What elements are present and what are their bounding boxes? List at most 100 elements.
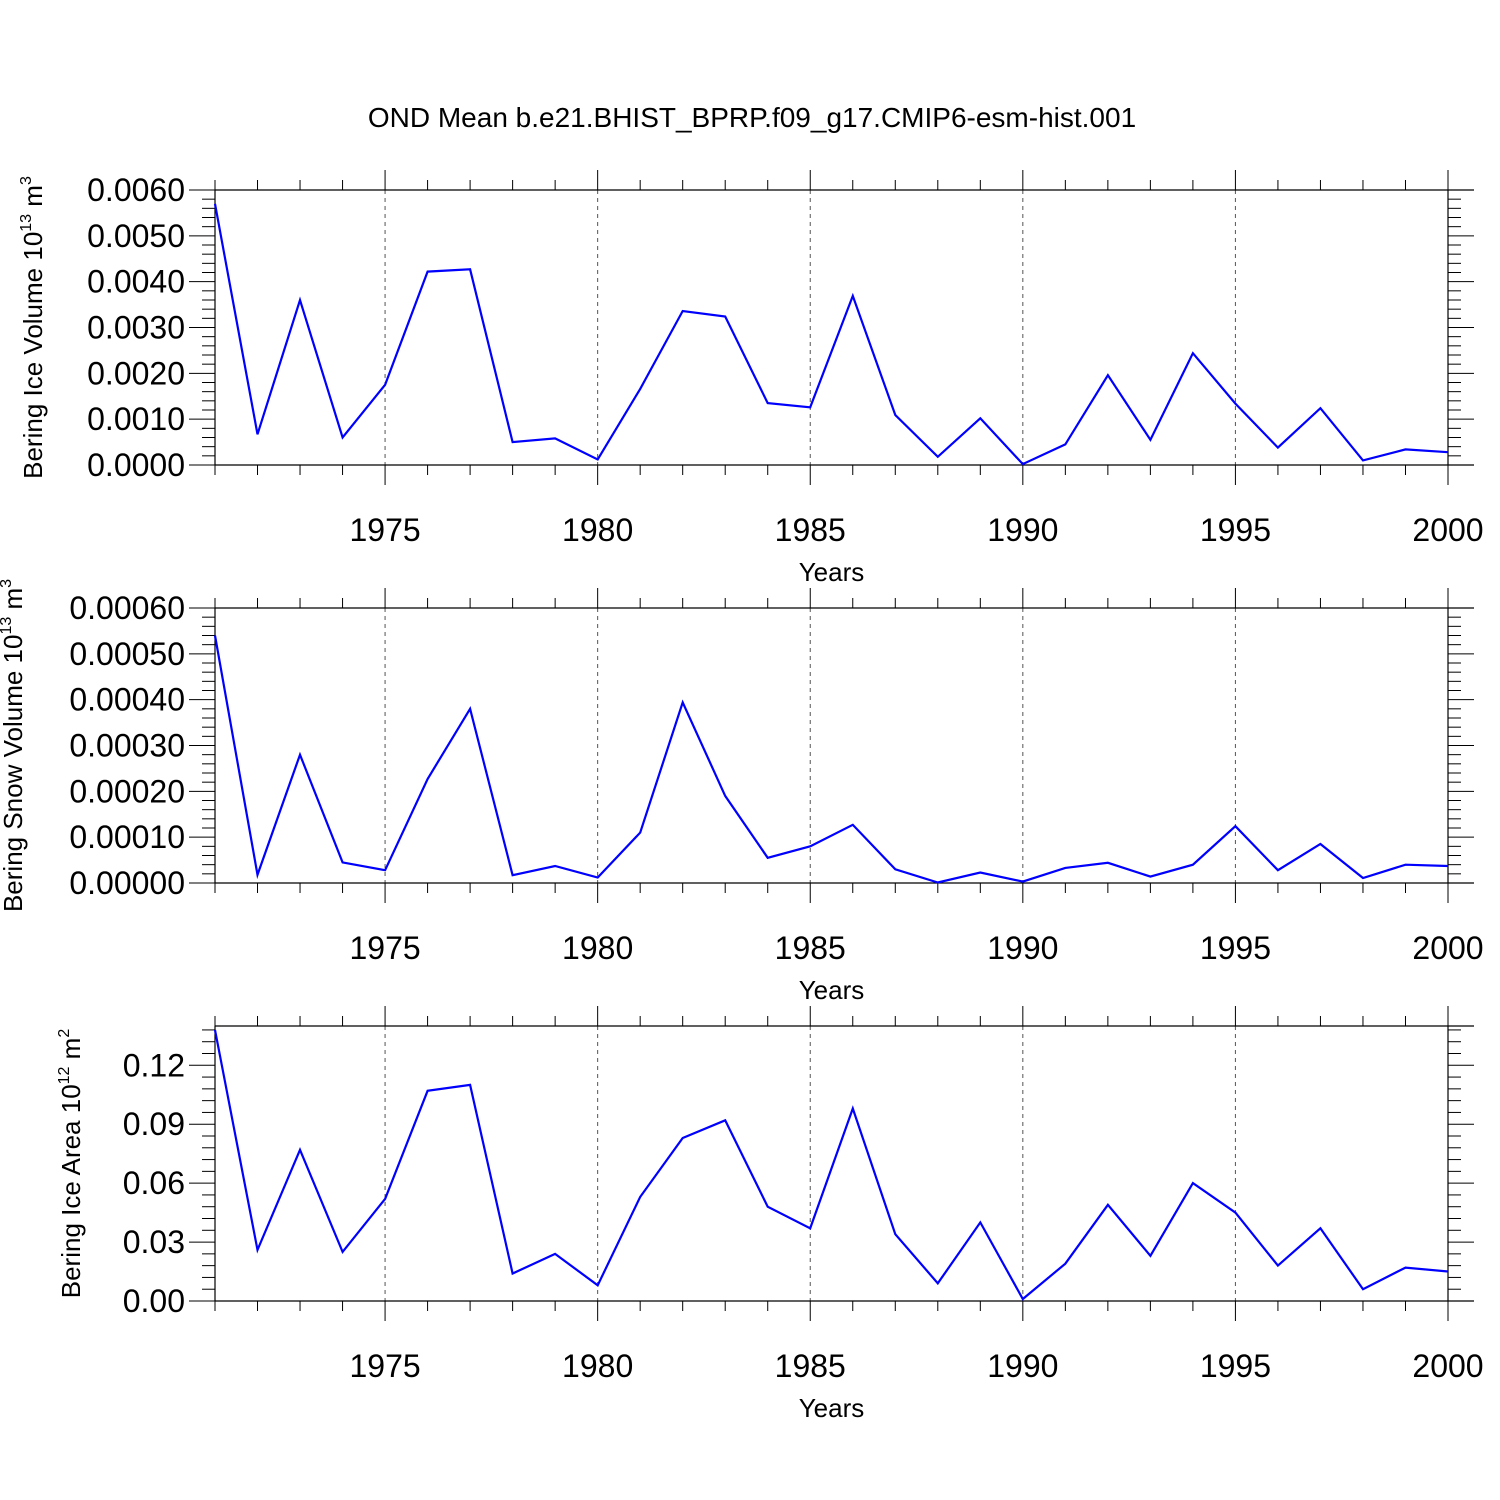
data-point bbox=[468, 267, 472, 271]
data-point bbox=[1021, 462, 1025, 466]
y-axis-label: Bering Ice Volume 1013 m3 bbox=[18, 176, 48, 479]
data-point bbox=[1148, 875, 1152, 879]
x-tick-label: 1980 bbox=[562, 1348, 633, 1384]
data-point bbox=[1106, 373, 1110, 377]
data-point bbox=[1106, 1203, 1110, 1207]
data-point bbox=[383, 383, 387, 387]
x-tick-label: 1995 bbox=[1200, 1348, 1271, 1384]
data-point bbox=[1361, 458, 1365, 462]
data-point bbox=[1191, 1181, 1195, 1185]
y-tick-label: 0.0050 bbox=[87, 218, 185, 254]
data-point bbox=[1063, 442, 1067, 446]
data-point bbox=[1233, 1211, 1237, 1215]
x-tick-label: 1980 bbox=[562, 930, 633, 966]
data-point bbox=[1191, 351, 1195, 355]
data-point bbox=[638, 831, 642, 835]
panel-3: 0.00 0.03 0.06 0.09 0.12 1975 1980 1985 1990 1995… bbox=[56, 1006, 1484, 1423]
y-tick-label: 0.03 bbox=[123, 1224, 185, 1260]
data-point bbox=[511, 1272, 515, 1276]
data-point bbox=[978, 1220, 982, 1224]
data-point bbox=[1403, 1266, 1407, 1270]
data-point bbox=[893, 413, 897, 417]
x-tick-label: 1990 bbox=[987, 930, 1058, 966]
y-axis-label: Bering Snow Volume 1013 m3 bbox=[0, 579, 28, 912]
data-point bbox=[1318, 842, 1322, 846]
data-point bbox=[1148, 1254, 1152, 1258]
data-point bbox=[936, 881, 940, 885]
y-axis-label: Bering Ice Area 1012 m2 bbox=[56, 1029, 86, 1299]
data-point bbox=[766, 856, 770, 860]
data-point bbox=[1106, 861, 1110, 865]
data-point bbox=[596, 458, 600, 462]
x-tick-label: 1975 bbox=[349, 512, 420, 548]
data-point bbox=[596, 1283, 600, 1287]
x-tick-label: 2000 bbox=[1412, 930, 1483, 966]
data-point bbox=[978, 416, 982, 420]
data-point bbox=[256, 432, 260, 436]
data-point bbox=[1148, 438, 1152, 442]
data-point bbox=[1403, 447, 1407, 451]
y-tick-label: 0.06 bbox=[123, 1165, 185, 1201]
y-tick-label: 0.0010 bbox=[87, 401, 185, 437]
data-point bbox=[213, 634, 217, 638]
data-point bbox=[341, 860, 345, 864]
x-tick-label: 1990 bbox=[987, 1348, 1058, 1384]
data-point bbox=[426, 270, 430, 274]
data-point bbox=[1318, 406, 1322, 410]
x-tick-label: 1990 bbox=[987, 512, 1058, 548]
data-point bbox=[383, 868, 387, 872]
data-point bbox=[213, 1028, 217, 1032]
data-point bbox=[511, 873, 515, 877]
y-tick-label: 0.00060 bbox=[69, 590, 185, 626]
x-tick-label: 1975 bbox=[349, 930, 420, 966]
data-point bbox=[808, 844, 812, 848]
data-point bbox=[1276, 868, 1280, 872]
data-point bbox=[893, 1232, 897, 1236]
data-point bbox=[1021, 880, 1025, 884]
data-point bbox=[766, 1205, 770, 1209]
data-point bbox=[553, 864, 557, 868]
data-point bbox=[1446, 864, 1450, 868]
data-point bbox=[893, 867, 897, 871]
data-point bbox=[723, 1118, 727, 1122]
data-point bbox=[1361, 876, 1365, 880]
x-tick-label: 1995 bbox=[1200, 930, 1271, 966]
y-tick-label: 0.12 bbox=[123, 1047, 185, 1083]
data-point bbox=[298, 1148, 302, 1152]
y-tick-label: 0.00000 bbox=[69, 865, 185, 901]
x-tick-label: 1975 bbox=[349, 1348, 420, 1384]
data-point bbox=[1361, 1287, 1365, 1291]
data-point bbox=[851, 294, 855, 298]
data-point bbox=[426, 777, 430, 781]
y-tick-label: 0.00020 bbox=[69, 773, 185, 809]
series-line bbox=[213, 203, 1449, 466]
x-tick-label: 1980 bbox=[562, 512, 633, 548]
data-point bbox=[1063, 866, 1067, 870]
data-point bbox=[851, 823, 855, 827]
x-tick-label: 2000 bbox=[1412, 512, 1483, 548]
x-axis-label: Years bbox=[799, 557, 865, 587]
data-point bbox=[553, 436, 557, 440]
x-axis-label: Years bbox=[799, 975, 865, 1005]
series-line bbox=[213, 635, 1449, 884]
chart-title: OND Mean b.e21.BHIST_BPRP.f09_g17.CMIP6-… bbox=[368, 102, 1136, 133]
data-point bbox=[1021, 1297, 1025, 1301]
data-point bbox=[638, 1195, 642, 1199]
data-point bbox=[1403, 863, 1407, 867]
data-point bbox=[936, 1281, 940, 1285]
data-point bbox=[766, 401, 770, 405]
x-tick-label: 2000 bbox=[1412, 1348, 1483, 1384]
data-point bbox=[723, 315, 727, 319]
x-tick-label: 1985 bbox=[775, 1348, 846, 1384]
data-point bbox=[936, 455, 940, 459]
y-tick-label: 0.00030 bbox=[69, 728, 185, 764]
data-point bbox=[1191, 863, 1195, 867]
data-point bbox=[681, 309, 685, 313]
data-point bbox=[851, 1107, 855, 1111]
data-point bbox=[596, 876, 600, 880]
data-point bbox=[638, 387, 642, 391]
data-point bbox=[553, 1252, 557, 1256]
data-point bbox=[1063, 1262, 1067, 1266]
data-point bbox=[1233, 402, 1237, 406]
